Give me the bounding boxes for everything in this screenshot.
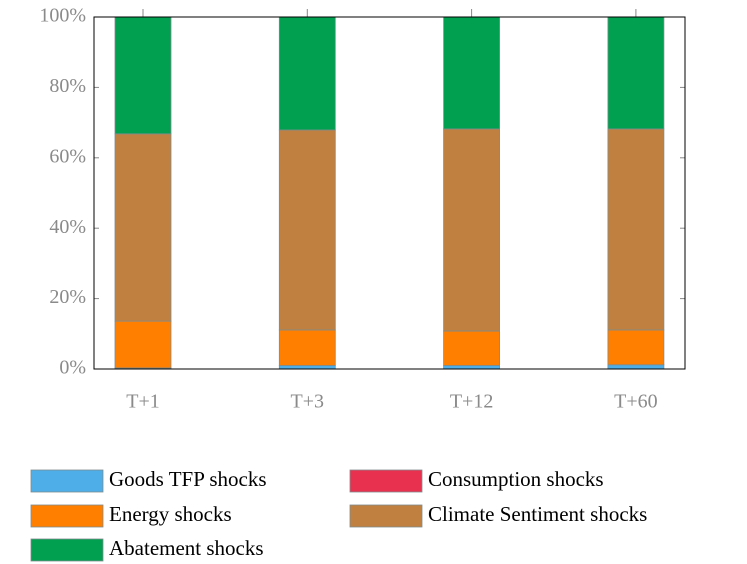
bar-segment	[278, 329, 336, 366]
bar-segment	[278, 16, 336, 131]
y-tick-label: 60%	[49, 145, 86, 167]
bar-segment	[114, 16, 172, 135]
bar-segment	[607, 16, 665, 130]
legend-label: Abatement shocks	[109, 536, 264, 560]
legend-swatch	[30, 504, 104, 528]
bar-segment	[278, 129, 336, 331]
x-tick-label: T+3	[291, 391, 325, 413]
legend-swatch	[30, 469, 104, 493]
bar-segment	[443, 365, 501, 370]
bar-segment	[278, 365, 336, 370]
x-tick-label: T+12	[450, 391, 494, 413]
y-tick-label: 80%	[49, 75, 86, 97]
x-tick-label: T+60	[614, 391, 658, 413]
bar-segment	[114, 133, 172, 322]
legend-swatch	[30, 538, 104, 562]
legend-swatch	[349, 469, 423, 493]
plot-frame	[93, 16, 686, 370]
y-tick-label: 100%	[39, 5, 86, 27]
bar-segment	[607, 364, 665, 370]
bar-segment	[607, 329, 665, 366]
bar-segment	[443, 330, 501, 366]
y-tick-label: 20%	[49, 286, 86, 308]
bar-segment	[443, 16, 501, 130]
bar-segment	[607, 128, 665, 331]
legend-label: Energy shocks	[109, 502, 232, 526]
legend-label: Climate Sentiment shocks	[428, 502, 647, 526]
y-tick-label: 0%	[59, 357, 86, 379]
legend-swatch	[349, 504, 423, 528]
legend-label: Consumption shocks	[428, 467, 604, 491]
x-tick-label: T+1	[126, 391, 160, 413]
legend-label: Goods TFP shocks	[109, 467, 267, 491]
bar-segment	[114, 320, 172, 369]
y-tick-label: 40%	[49, 216, 86, 238]
bar-segment	[443, 128, 501, 332]
